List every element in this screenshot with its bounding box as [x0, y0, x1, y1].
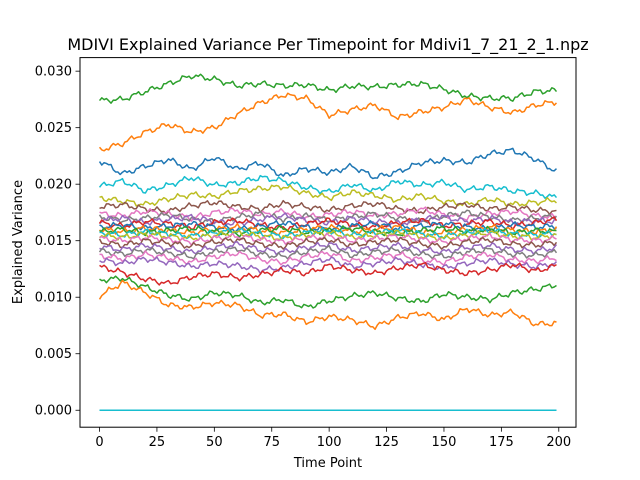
y-tick-label: 0.015	[35, 234, 72, 249]
x-axis: 0 25 50 75 100 125 150 175 200	[95, 427, 571, 450]
y-tick-label: 0.005	[35, 347, 72, 362]
series-line-5	[99, 199, 557, 216]
series-line-14	[99, 229, 557, 242]
series-line-4	[99, 184, 557, 207]
x-tick-label: 100	[317, 435, 342, 450]
x-tick-label: 175	[489, 435, 514, 450]
y-axis-label: Explained Variance	[11, 180, 26, 304]
series-line-13	[99, 227, 557, 240]
x-tick-label: 150	[432, 435, 457, 450]
series-line-21	[99, 262, 557, 286]
series-line-12	[99, 225, 557, 238]
series-line-3	[98, 174, 558, 199]
y-tick-label: 0.000	[35, 404, 72, 419]
series-line-10	[99, 220, 557, 234]
series-line-23	[98, 279, 557, 331]
series-line-7	[98, 209, 558, 224]
series-line-2	[98, 147, 558, 180]
x-tick-label: 0	[95, 435, 103, 450]
series-line-22	[99, 275, 557, 309]
chart-title: MDIVI Explained Variance Per Timepoint f…	[67, 35, 588, 55]
plot-frame	[79, 57, 577, 428]
x-tick-label: 200	[546, 435, 571, 450]
y-tick-label: 0.030	[35, 65, 72, 80]
x-tick-label: 125	[374, 435, 399, 450]
x-tick-label: 25	[149, 435, 166, 450]
series-line-17	[99, 241, 558, 256]
y-axis: 0.000 0.005 0.010 0.015 0.020 0.025 0.030	[35, 65, 80, 419]
x-tick-label: 75	[263, 435, 280, 450]
x-axis-label: Time Point	[293, 456, 362, 471]
series-line-0	[98, 73, 558, 104]
series-line-20	[99, 256, 558, 275]
y-tick-label: 0.020	[35, 178, 72, 193]
series-layer	[98, 73, 558, 411]
series-line-8	[99, 212, 557, 227]
x-tick-label: 50	[206, 435, 223, 450]
series-line-16	[98, 236, 558, 250]
series-line-1	[98, 92, 558, 152]
y-tick-label: 0.025	[35, 121, 72, 136]
series-line-9	[98, 216, 558, 232]
series-line-19	[99, 250, 557, 266]
y-tick-label: 0.010	[35, 291, 72, 306]
